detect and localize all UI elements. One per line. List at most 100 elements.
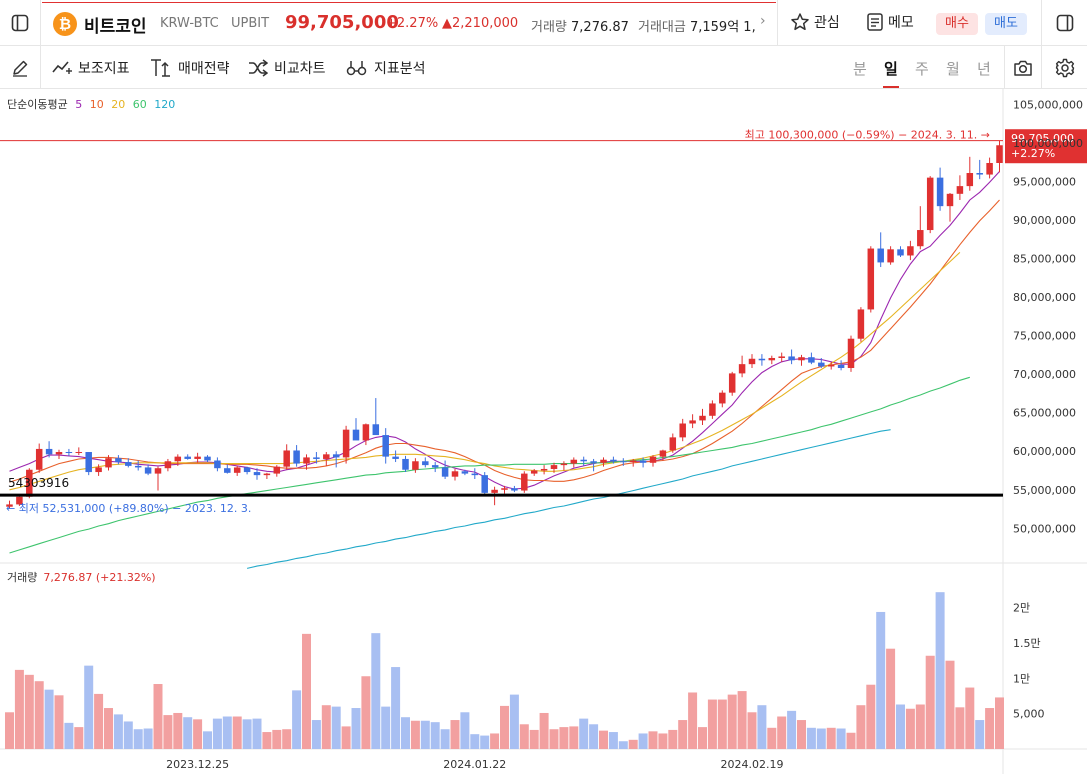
volume-bar[interactable] bbox=[460, 712, 470, 749]
candle[interactable] bbox=[204, 455, 211, 463]
candle[interactable] bbox=[679, 418, 686, 442]
sell-button[interactable]: 매도 bbox=[985, 13, 1027, 35]
volume-bar[interactable] bbox=[569, 726, 579, 749]
candle[interactable] bbox=[85, 452, 92, 476]
volume-bar[interactable] bbox=[905, 708, 915, 749]
volume-bar[interactable] bbox=[480, 735, 490, 749]
volume-bar[interactable] bbox=[975, 720, 985, 749]
candle[interactable] bbox=[946, 193, 954, 222]
candle[interactable] bbox=[352, 418, 360, 441]
volume-bar[interactable] bbox=[549, 729, 559, 749]
volume-bar[interactable] bbox=[420, 720, 430, 749]
period-month-tab[interactable]: 월 bbox=[946, 60, 960, 78]
candle[interactable] bbox=[728, 371, 736, 396]
candle[interactable] bbox=[55, 449, 63, 459]
volume-bar[interactable] bbox=[707, 699, 717, 749]
volume-bar[interactable] bbox=[341, 726, 351, 749]
candle[interactable] bbox=[699, 408, 706, 426]
candle[interactable] bbox=[233, 465, 241, 476]
candle[interactable] bbox=[125, 458, 132, 468]
candle[interactable] bbox=[758, 354, 766, 366]
candle[interactable] bbox=[936, 167, 944, 211]
candle[interactable] bbox=[303, 454, 310, 470]
candle[interactable] bbox=[422, 457, 429, 468]
volume-bar[interactable] bbox=[34, 681, 44, 749]
volume-bar[interactable] bbox=[559, 727, 569, 749]
chevron-right-icon[interactable]: › bbox=[760, 13, 766, 29]
candle[interactable] bbox=[847, 335, 855, 372]
volume-bar[interactable] bbox=[668, 729, 678, 749]
volume-bar[interactable] bbox=[509, 694, 519, 749]
candle[interactable] bbox=[105, 455, 112, 471]
volume-bar[interactable] bbox=[311, 720, 321, 749]
candle[interactable] bbox=[877, 232, 884, 268]
volume-bar[interactable] bbox=[381, 706, 391, 749]
period-week-tab[interactable]: 주 bbox=[915, 60, 929, 78]
volume-bar[interactable] bbox=[638, 733, 648, 749]
volume-bar[interactable] bbox=[717, 699, 727, 749]
volume-bar[interactable] bbox=[886, 648, 896, 749]
volume-bar[interactable] bbox=[252, 718, 262, 749]
candle[interactable] bbox=[600, 457, 607, 467]
volume-bar[interactable] bbox=[14, 669, 24, 749]
candle[interactable] bbox=[293, 445, 300, 467]
candle[interactable] bbox=[659, 449, 667, 461]
watchlist-button[interactable]: 관심 bbox=[790, 12, 840, 32]
buy-button[interactable]: 매수 bbox=[936, 13, 978, 35]
candle[interactable] bbox=[570, 457, 578, 468]
period-day-tab[interactable]: 일 bbox=[884, 60, 898, 78]
candle[interactable] bbox=[451, 468, 459, 481]
volume-bar[interactable] bbox=[539, 712, 549, 749]
candle[interactable] bbox=[768, 355, 776, 365]
screenshot-button[interactable] bbox=[1004, 46, 1041, 89]
candle[interactable] bbox=[738, 355, 746, 378]
volume-bar[interactable] bbox=[440, 729, 450, 749]
volume-bar[interactable] bbox=[143, 728, 153, 749]
candle[interactable] bbox=[837, 360, 845, 371]
candle[interactable] bbox=[402, 455, 409, 473]
volume-bar[interactable] bbox=[767, 727, 777, 749]
volume-bar[interactable] bbox=[64, 722, 74, 749]
candle[interactable] bbox=[45, 441, 53, 458]
volume-bar[interactable] bbox=[410, 720, 420, 749]
volume-bar[interactable] bbox=[84, 665, 94, 749]
settings-button[interactable] bbox=[1041, 46, 1087, 89]
price-chart[interactable]: 54303916 최고 100,300,000 (−0.59%) − 2024. … bbox=[0, 89, 1087, 774]
volume-bar[interactable] bbox=[94, 693, 104, 749]
volume-bar[interactable] bbox=[173, 712, 183, 749]
volume-bar[interactable] bbox=[688, 692, 698, 749]
volume-bar[interactable] bbox=[777, 716, 787, 749]
volume-bar[interactable] bbox=[945, 660, 955, 749]
candle[interactable] bbox=[471, 468, 479, 479]
volume-bar[interactable] bbox=[391, 667, 401, 749]
right-panel-toggle-button[interactable] bbox=[1041, 0, 1087, 46]
candle[interactable] bbox=[75, 447, 83, 456]
candle[interactable] bbox=[530, 468, 538, 476]
volume-bar[interactable] bbox=[658, 733, 668, 749]
candle[interactable] bbox=[313, 452, 320, 464]
volume-bar[interactable] bbox=[856, 705, 866, 749]
candle[interactable] bbox=[748, 354, 756, 369]
volume-bar[interactable] bbox=[628, 739, 638, 749]
volume-bar[interactable] bbox=[747, 712, 757, 749]
volume-bar[interactable] bbox=[955, 707, 965, 749]
volume-bar[interactable] bbox=[797, 720, 806, 749]
volume-bar[interactable] bbox=[995, 697, 1004, 749]
volume-bar[interactable] bbox=[678, 720, 688, 749]
candle[interactable] bbox=[323, 452, 330, 466]
candle[interactable] bbox=[441, 460, 449, 479]
candle[interactable] bbox=[144, 464, 152, 476]
candle[interactable] bbox=[372, 398, 380, 436]
candle[interactable] bbox=[926, 176, 934, 234]
volume-bar[interactable] bbox=[450, 720, 460, 749]
volume-bar[interactable] bbox=[104, 708, 113, 749]
candle[interactable] bbox=[6, 500, 13, 509]
candle[interactable] bbox=[590, 458, 597, 472]
volume-bar[interactable] bbox=[925, 655, 935, 749]
candle[interactable] bbox=[342, 425, 350, 464]
volume-bar[interactable] bbox=[183, 717, 193, 749]
volume-bar[interactable] bbox=[123, 721, 133, 749]
candle[interactable] bbox=[917, 206, 924, 250]
volume-bar[interactable] bbox=[519, 724, 529, 749]
volume-bar[interactable] bbox=[806, 727, 816, 749]
